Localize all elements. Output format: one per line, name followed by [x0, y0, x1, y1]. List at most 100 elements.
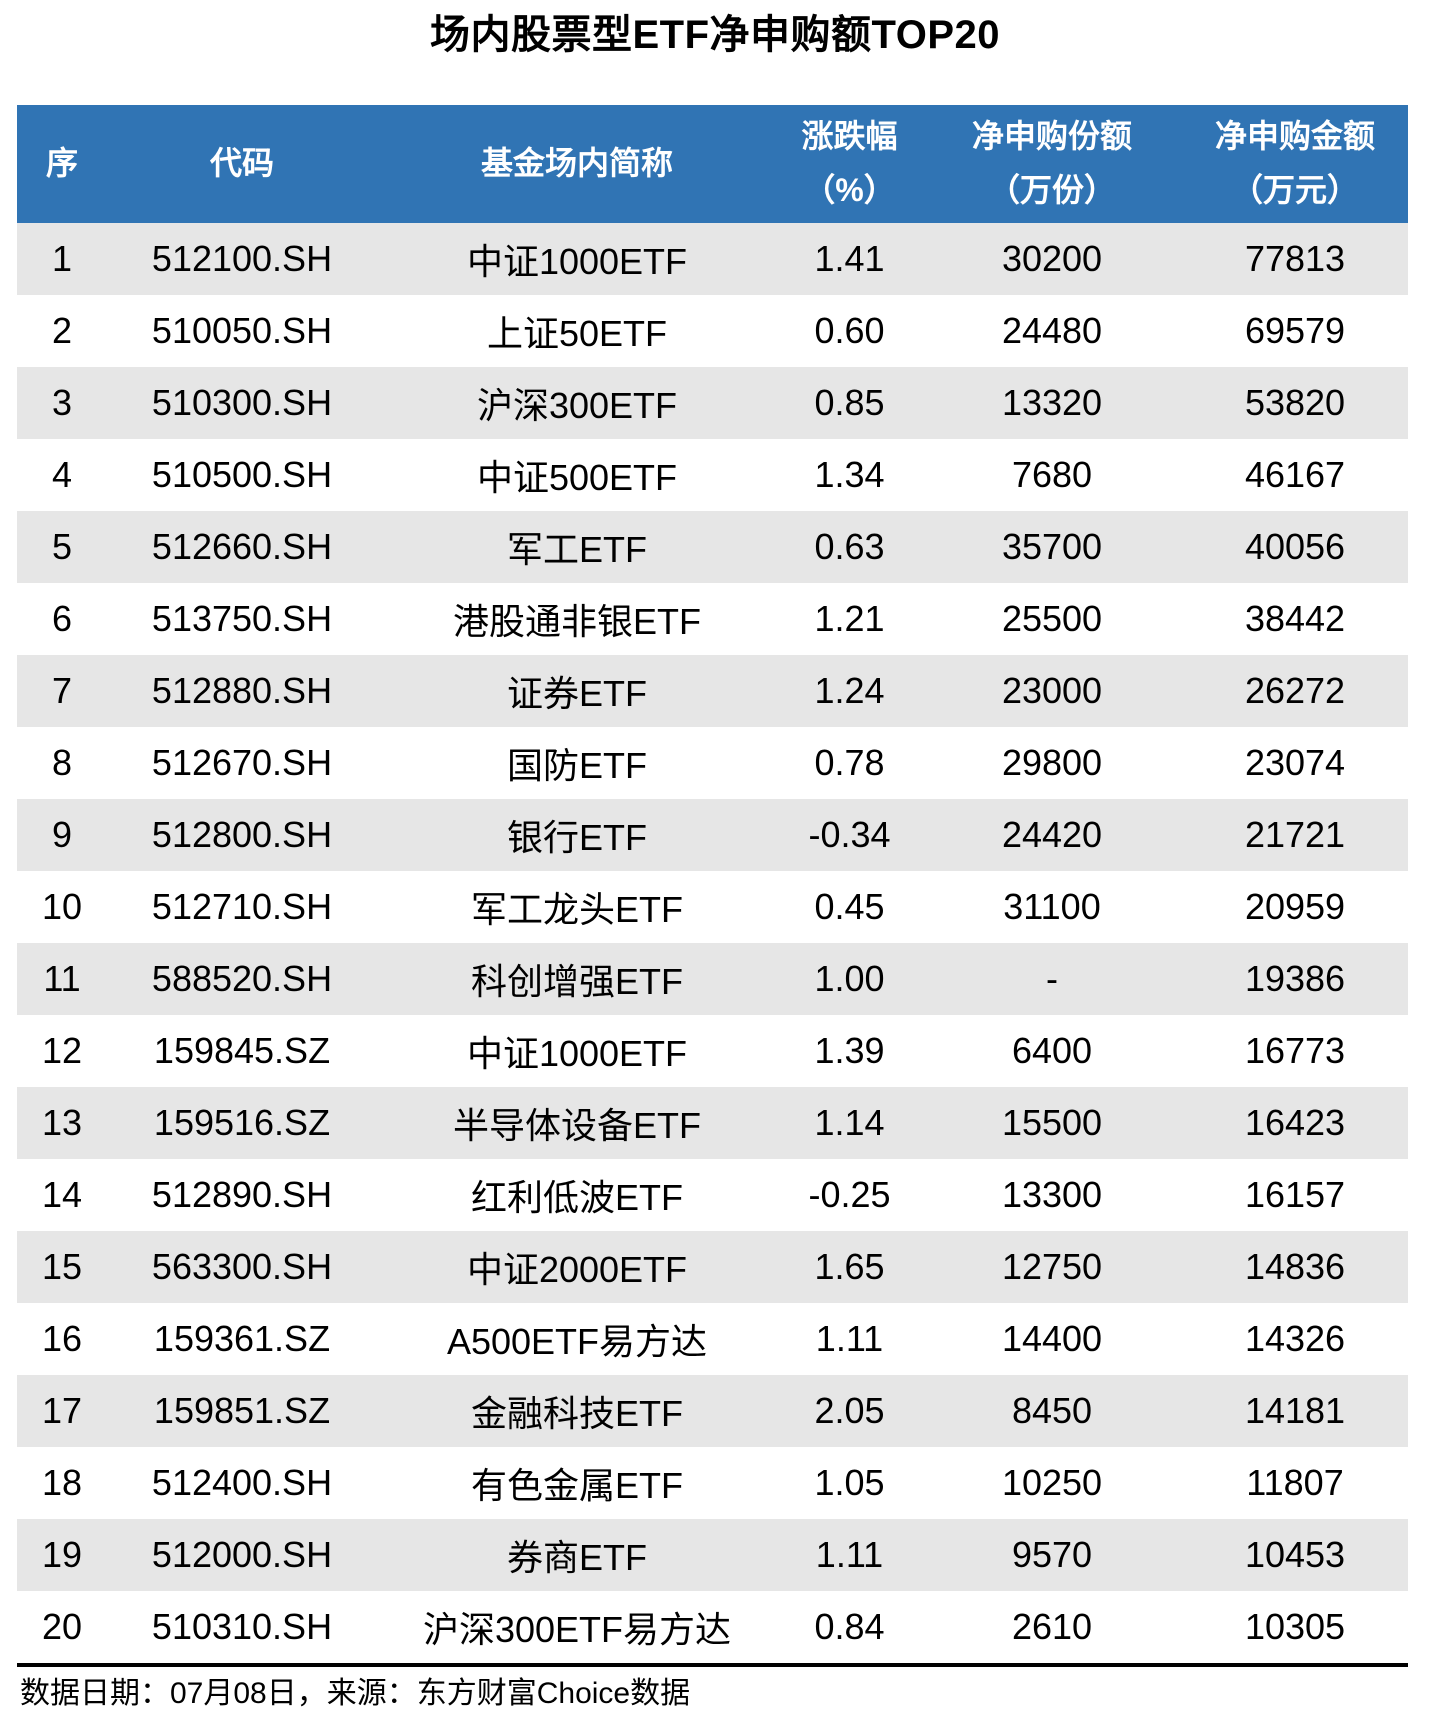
cell-net-subscription-shares: 23000 — [1001, 670, 1103, 711]
header-label: 净申购份额 — [971, 118, 1132, 155]
cell-fund-name: 科创增强ETF — [471, 961, 683, 1002]
cell-fund-name: 中证1000ETF — [466, 241, 688, 282]
cell-net-subscription-shares: 25500 — [1001, 598, 1103, 639]
table-row: 19 512000.SH 券商ETF 1.11 9570 10453 — [17, 1519, 1408, 1591]
cell-rank: 11 — [43, 958, 81, 999]
cell-net-subscription-amount: 21721 — [1244, 814, 1346, 855]
table-row: 1 512100.SH 中证1000ETF 1.41 30200 77813 — [17, 223, 1408, 295]
cell-net-subscription-amount: 16773 — [1244, 1030, 1346, 1071]
cell-code: 510310.SH — [151, 1606, 333, 1647]
cell-net-subscription-amount: 40056 — [1244, 526, 1346, 567]
cell-rank: 16 — [41, 1318, 83, 1359]
cell-change-pct: 0.84 — [814, 1606, 885, 1647]
cell-change-pct: 1.11 — [815, 1318, 884, 1359]
table-row: 16 159361.SZ A500ETF易方达 1.11 14400 14326 — [17, 1303, 1408, 1375]
cell-rank: 2 — [51, 310, 73, 351]
cell-code: 159516.SZ — [153, 1102, 331, 1143]
cell-fund-name: 港股通非银ETF — [453, 601, 701, 642]
cell-change-pct: 0.63 — [814, 526, 885, 567]
cell-code: 159851.SZ — [153, 1390, 331, 1431]
cell-net-subscription-shares: 14400 — [1001, 1318, 1103, 1359]
cell-rank: 7 — [51, 670, 73, 711]
table-row: 11 588520.SH 科创增强ETF 1.00 - 19386 — [17, 943, 1408, 1015]
cell-code: 510500.SH — [151, 454, 333, 495]
header-label: 序 — [45, 145, 78, 182]
cell-change-pct: 1.00 — [814, 958, 885, 999]
table-row: 2 510050.SH 上证50ETF 0.60 24480 69579 — [17, 295, 1408, 367]
cell-net-subscription-amount: 20959 — [1244, 886, 1346, 927]
cell-code: 159845.SZ — [153, 1030, 331, 1071]
cell-code: 513750.SH — [151, 598, 333, 639]
cell-net-subscription-amount: 23074 — [1244, 742, 1346, 783]
cell-rank: 5 — [51, 526, 73, 567]
table-row: 6 513750.SH 港股通非银ETF 1.21 25500 38442 — [17, 583, 1408, 655]
cell-net-subscription-shares: 13300 — [1001, 1174, 1103, 1215]
cell-code: 512710.SH — [151, 886, 333, 927]
cell-net-subscription-shares: 12750 — [1001, 1246, 1103, 1287]
table-row: 12 159845.SZ 中证1000ETF 1.39 6400 16773 — [17, 1015, 1408, 1087]
cell-code: 512800.SH — [151, 814, 333, 855]
cell-net-subscription-amount: 77813 — [1244, 238, 1346, 279]
cell-net-subscription-amount: 53820 — [1244, 382, 1346, 423]
header-label: 基金场内简称 — [480, 145, 673, 182]
cell-net-subscription-amount: 16157 — [1244, 1174, 1346, 1215]
cell-change-pct: 0.60 — [814, 310, 885, 351]
cell-change-pct: -0.34 — [808, 814, 891, 855]
table-row: 3 510300.SH 沪深300ETF 0.85 13320 53820 — [17, 367, 1408, 439]
cell-fund-name: 中证1000ETF — [466, 1033, 688, 1074]
footer: 数据日期：07月08日，来源：东方财富Choice数据 — [17, 1663, 1408, 1713]
cell-change-pct: 1.65 — [814, 1246, 885, 1287]
cell-change-pct: 1.34 — [814, 454, 885, 495]
cell-code: 512400.SH — [151, 1462, 333, 1503]
table-row: 20 510310.SH 沪深300ETF易方达 0.84 2610 10305 — [17, 1591, 1408, 1663]
table-row: 4 510500.SH 中证500ETF 1.34 7680 46167 — [17, 439, 1408, 511]
cell-net-subscription-shares: 30200 — [1001, 238, 1103, 279]
cell-fund-name: 红利低波ETF — [471, 1177, 683, 1218]
cell-fund-name: 券商ETF — [507, 1537, 647, 1578]
header-cell-change-pct: 涨跌幅 （%） — [777, 105, 922, 223]
cell-rank: 3 — [51, 382, 73, 423]
etf-top20-table: 序 代码 基金场内简称 涨跌幅 （%） 净申购份额 （万份） 净申购金额 （万 — [17, 105, 1408, 1663]
cell-net-subscription-amount: 14181 — [1244, 1390, 1346, 1431]
cell-fund-name: 中证2000ETF — [466, 1249, 688, 1290]
cell-rank: 14 — [41, 1174, 83, 1215]
cell-net-subscription-shares: 24420 — [1001, 814, 1103, 855]
cell-net-subscription-shares: 9570 — [1011, 1534, 1093, 1575]
cell-rank: 17 — [41, 1390, 83, 1431]
cell-change-pct: 1.41 — [814, 238, 885, 279]
table-row: 13 159516.SZ 半导体设备ETF 1.14 15500 16423 — [17, 1087, 1408, 1159]
cell-net-subscription-shares: 6400 — [1011, 1030, 1093, 1071]
cell-change-pct: 1.11 — [815, 1534, 884, 1575]
cell-fund-name: 金融科技ETF — [471, 1393, 683, 1434]
cell-code: 510300.SH — [151, 382, 333, 423]
cell-net-subscription-amount: 10453 — [1244, 1534, 1346, 1575]
table-row: 9 512800.SH 银行ETF -0.34 24420 21721 — [17, 799, 1408, 871]
header-label: 代码 — [209, 145, 274, 182]
cell-net-subscription-shares: 29800 — [1001, 742, 1103, 783]
footer-note: 数据日期：07月08日，来源：东方财富Choice数据 — [20, 1677, 691, 1710]
cell-net-subscription-amount: 16423 — [1244, 1102, 1346, 1143]
cell-code: 563300.SH — [151, 1246, 333, 1287]
cell-change-pct: 2.05 — [814, 1390, 885, 1431]
cell-code: 512100.SH — [151, 238, 333, 279]
cell-rank: 12 — [41, 1030, 83, 1071]
cell-rank: 8 — [51, 742, 73, 783]
cell-net-subscription-shares: 24480 — [1001, 310, 1103, 351]
cell-rank: 19 — [41, 1534, 83, 1575]
table-row: 8 512670.SH 国防ETF 0.78 29800 23074 — [17, 727, 1408, 799]
cell-rank: 1 — [51, 238, 73, 279]
header-cell-net-subscription-shares: 净申购份额 （万份） — [922, 105, 1182, 223]
cell-fund-name: 军工龙头ETF — [471, 889, 683, 930]
cell-net-subscription-shares: 10250 — [1001, 1462, 1103, 1503]
cell-fund-name: 上证50ETF — [486, 313, 668, 354]
cell-net-subscription-amount: 38442 — [1244, 598, 1346, 639]
cell-net-subscription-amount: 46167 — [1244, 454, 1346, 495]
cell-fund-name: 银行ETF — [507, 817, 647, 858]
cell-rank: 15 — [41, 1246, 83, 1287]
cell-fund-name: 军工ETF — [507, 529, 647, 570]
cell-net-subscription-amount: 11807 — [1246, 1462, 1344, 1503]
cell-fund-name: 沪深300ETF — [476, 385, 678, 426]
cell-net-subscription-amount: 26272 — [1244, 670, 1346, 711]
cell-change-pct: 0.85 — [814, 382, 885, 423]
cell-net-subscription-amount: 14836 — [1244, 1246, 1346, 1287]
